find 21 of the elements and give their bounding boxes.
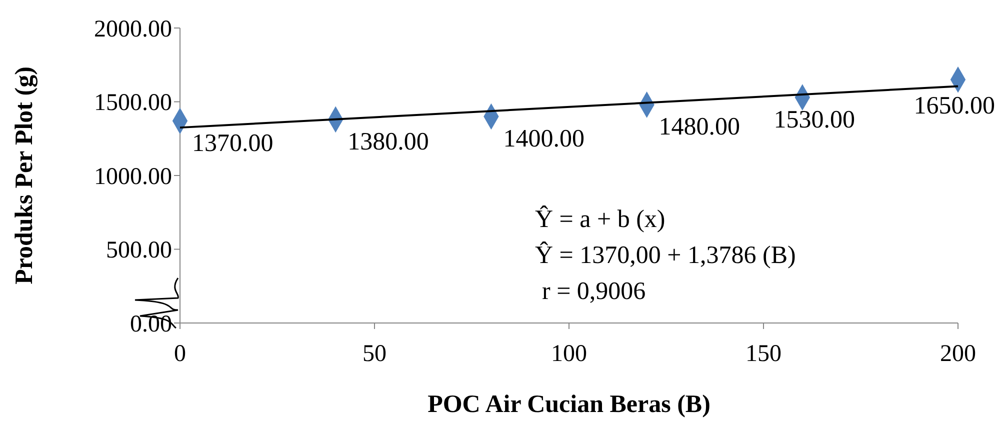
x-tick-label: 200	[940, 340, 976, 367]
x-axis-title: POC Air Cucian Beras (B)	[428, 391, 710, 418]
annotation: r = 0,9006	[542, 278, 646, 305]
y-tick-label: 1500.00	[94, 90, 172, 116]
y-tick-label: 2000.00	[94, 16, 172, 42]
data-label: 1650.00	[914, 92, 995, 120]
y-tick-label: 0.00	[130, 311, 172, 338]
data-label: 1400.00	[503, 126, 584, 152]
x-tick-label: 0	[174, 340, 186, 367]
y-tick-label: 1000.00	[94, 164, 172, 190]
data-label: 1370.00	[192, 130, 274, 157]
y-tick-label: 500.00	[106, 238, 172, 264]
annotation: Ŷ = 1370,00 + 1,3786 (B)	[535, 241, 796, 269]
x-tick-label: 100	[551, 340, 587, 367]
data-label: 1380.00	[348, 128, 429, 156]
annotation: Ŷ = a + b (x)	[535, 205, 666, 233]
data-label: 1530.00	[774, 106, 856, 134]
x-tick-label: 150	[746, 340, 782, 367]
data-label: 1480.00	[658, 114, 740, 141]
x-tick-label: 50	[362, 340, 386, 367]
y-axis-title: Produks Per Plot (g)	[11, 66, 38, 284]
